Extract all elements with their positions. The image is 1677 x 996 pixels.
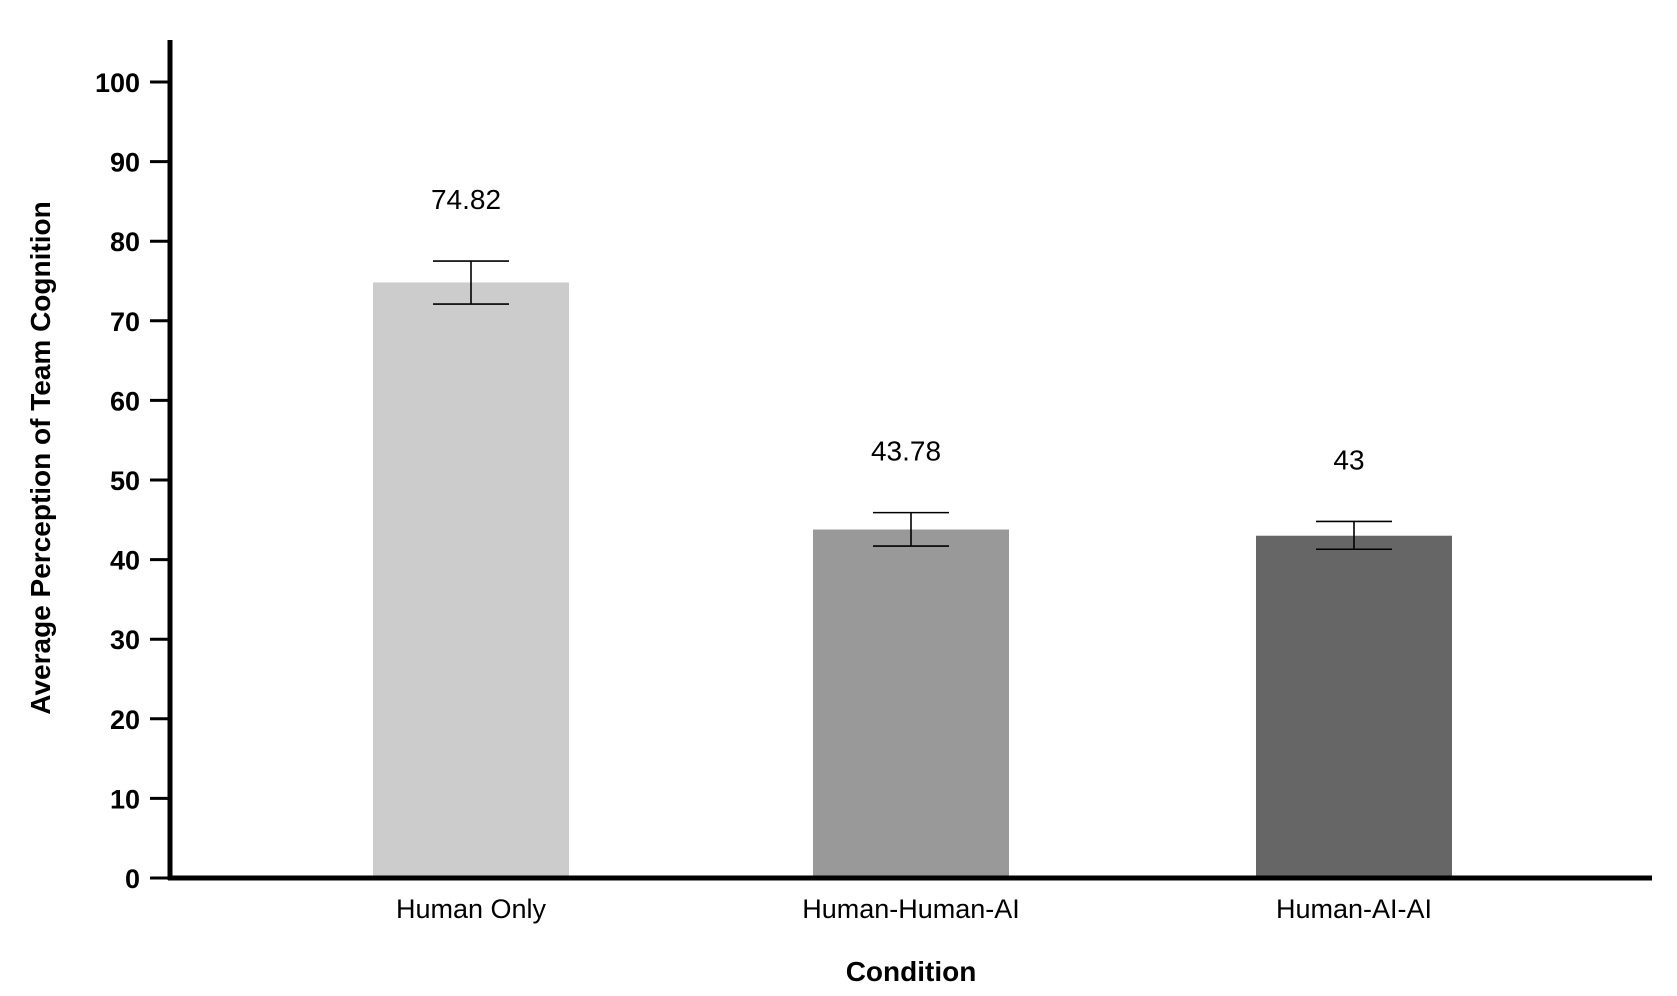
y-tick-label: 40 (110, 546, 140, 576)
data-labels-group: 74.82 43.78 43 (431, 184, 1365, 475)
y-tick-label: 100 (95, 68, 140, 98)
y-tick-label: 80 (110, 227, 140, 257)
y-tick-label: 60 (110, 386, 140, 416)
data-label: 43.78 (871, 436, 941, 467)
x-tick-label: Human-Human-AI (802, 894, 1020, 924)
bar (1256, 535, 1452, 878)
data-label: 43 (1333, 444, 1364, 475)
y-axis-ticks: 0 10 20 30 40 50 60 70 80 90 100 (95, 68, 170, 894)
x-tick-label: Human-AI-AI (1276, 894, 1432, 924)
error-bars-group (433, 260, 1392, 551)
y-tick-label: 0 (125, 864, 140, 894)
y-axis-title: Average Perception of Team Cognition (25, 201, 56, 714)
y-tick-label: 30 (110, 625, 140, 655)
y-tick-label: 90 (110, 148, 140, 178)
bar (373, 282, 569, 878)
x-tick-label: Human Only (396, 894, 547, 924)
bars-group (373, 282, 1452, 878)
x-axis-title: Condition (846, 956, 977, 987)
y-tick-label: 50 (110, 466, 140, 496)
y-tick-label: 10 (110, 784, 140, 814)
y-tick-label: 70 (110, 307, 140, 337)
y-tick-label: 20 (110, 705, 140, 735)
data-label: 74.82 (431, 184, 501, 215)
x-axis-tick-labels: Human Only Human-Human-AI Human-AI-AI (396, 894, 1432, 924)
bar (813, 529, 1009, 878)
